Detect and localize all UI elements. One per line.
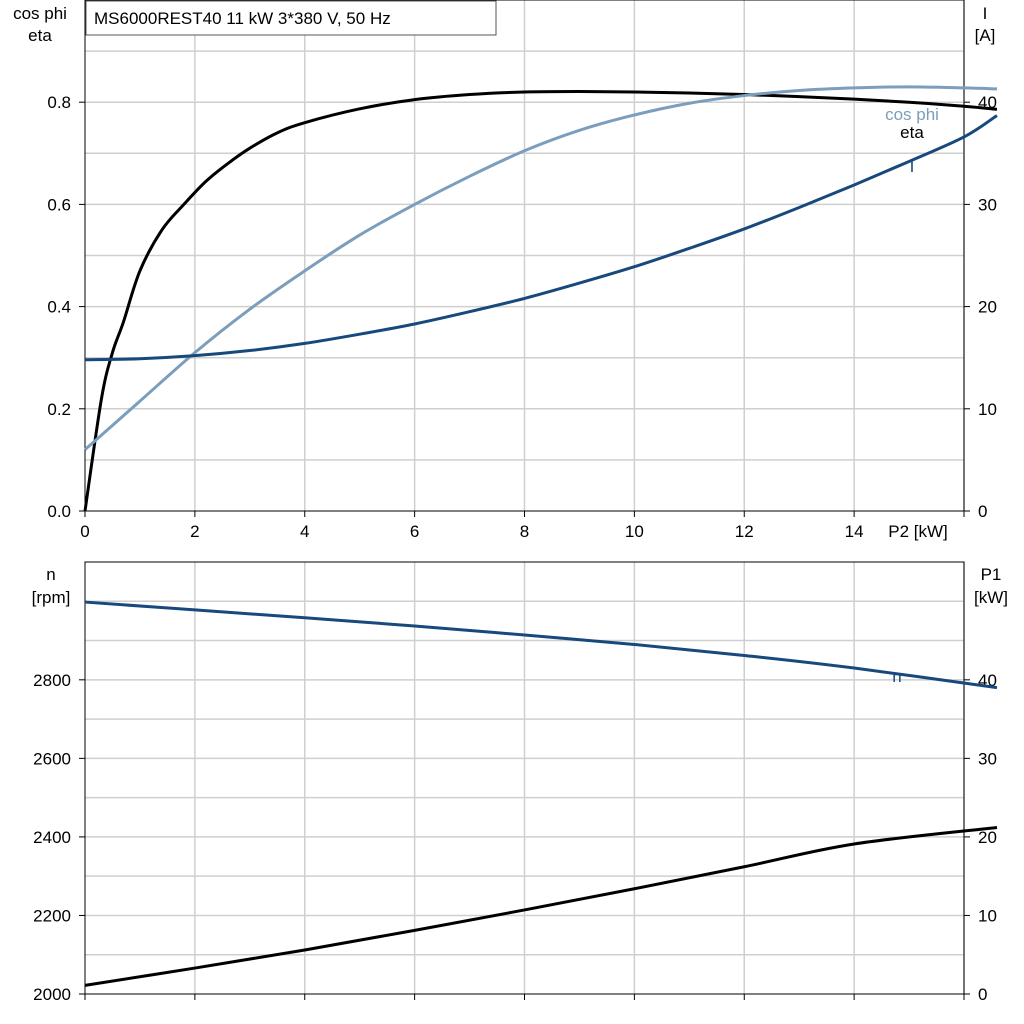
right-y-tick-label: 0 [978, 502, 987, 521]
series-label-speed: n [892, 667, 901, 686]
i-curve [84, 114, 998, 362]
p1-curve [84, 825, 998, 987]
x-tick-label: 12 [735, 522, 754, 541]
top-left-y-ticks: 0.0 0.2 0.4 0.6 0.8 [47, 93, 85, 521]
left-y-tick-label: 0.6 [47, 195, 71, 214]
x-tick-label: 0 [80, 522, 89, 541]
top-x-ticks: 0 2 4 6 8 10 12 14 [80, 511, 965, 541]
right-y-tick-label: 20 [978, 828, 997, 847]
x-tick-label: 14 [845, 522, 864, 541]
right-y-tick-label: 10 [978, 906, 997, 925]
bottom-series [84, 600, 998, 987]
left-y-tick-label: 2200 [33, 906, 71, 925]
left-y-tick-label: 0.8 [47, 93, 71, 112]
x-tick-label: 6 [410, 522, 419, 541]
bottom-left-y-ticks: 2000 2200 2400 2600 2800 [33, 671, 85, 1004]
bottom-left-axis-label-2: [rpm] [32, 588, 71, 607]
top-series [83, 85, 998, 512]
right-y-tick-label: 20 [978, 298, 997, 317]
top-right-axis-label-2: [A] [975, 26, 996, 45]
title-box [85, 0, 497, 36]
left-y-tick-label: 2000 [33, 985, 71, 1004]
bottom-right-axis-label-1: P1 [981, 565, 1002, 584]
right-y-tick-label: 0 [978, 985, 987, 1004]
x-axis-label: P2 [kW] [888, 522, 948, 541]
x-tick-label: 8 [520, 522, 529, 541]
left-y-tick-label: 0.2 [47, 400, 71, 419]
n-curve [84, 600, 998, 690]
eta-curve [83, 89, 998, 512]
right-y-tick-label: 10 [978, 400, 997, 419]
cos-phi-curve [84, 85, 998, 451]
top-left-axis-label-1: cos phi [13, 4, 67, 23]
series-label-cos-phi: cos phi [885, 105, 939, 124]
x-tick-label: 4 [300, 522, 309, 541]
left-y-tick-label: 2400 [33, 828, 71, 847]
x-tick-label: 2 [190, 522, 199, 541]
left-y-tick-label: 2800 [33, 671, 71, 690]
x-tick-label: 10 [625, 522, 644, 541]
top-right-axis-label-1: I [983, 4, 988, 23]
left-y-tick-label: 0.0 [47, 502, 71, 521]
right-y-tick-label: 30 [978, 749, 997, 768]
bottom-right-axis-label-2: [kW] [974, 588, 1008, 607]
right-y-tick-label: 30 [978, 195, 997, 214]
series-label-eta: eta [900, 123, 924, 142]
left-y-tick-label: 0.4 [47, 298, 71, 317]
bottom-x-ticks [84, 994, 965, 1000]
top-left-axis-label-2: eta [28, 26, 52, 45]
series-label-current: I [910, 157, 915, 176]
left-y-tick-label: 2600 [33, 749, 71, 768]
chart-title: MS6000REST40 11 kW 3*380 V, 50 Hz [94, 9, 391, 28]
bottom-left-axis-label-1: n [46, 565, 55, 584]
